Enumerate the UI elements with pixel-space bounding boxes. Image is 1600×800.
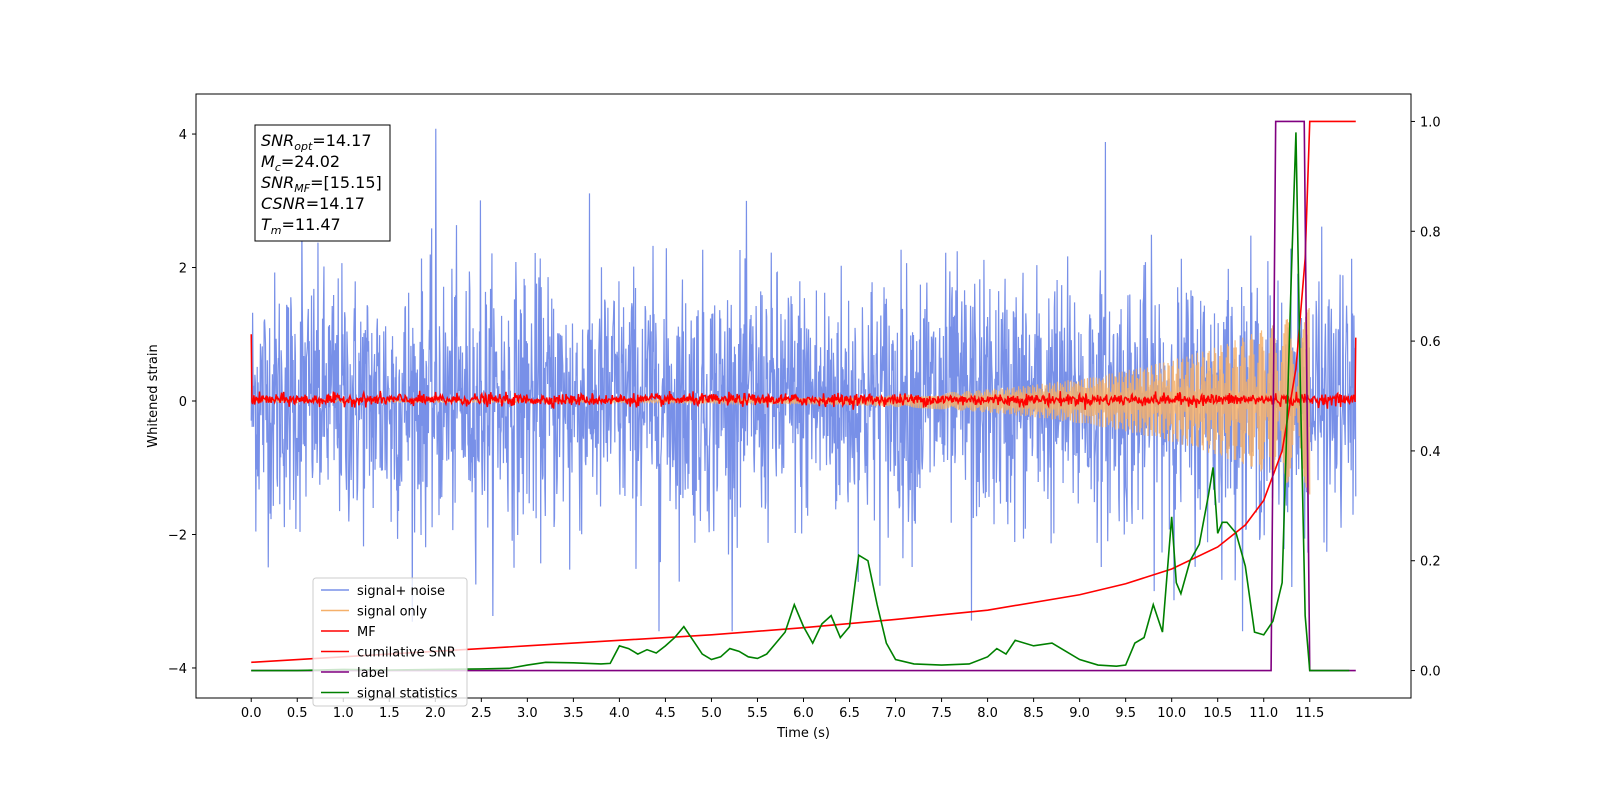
x-tick-label: 0.0 [241, 706, 262, 721]
y2-tick-label: 0.6 [1420, 335, 1441, 350]
info-box-row: SNRopt=14.17 [261, 131, 372, 153]
info-box-row: SNRMF=[15.15] [261, 173, 382, 195]
legend-entry-label: signal only [357, 605, 427, 620]
legend-entry-label: signal statistics [357, 687, 458, 702]
info-var-value: =14.17 [306, 194, 365, 213]
y2-tick-label: 0.2 [1420, 555, 1441, 570]
x-tick-label: 5.0 [701, 706, 722, 721]
x-tick-label: 7.0 [885, 706, 906, 721]
info-var-subscript: c [275, 161, 281, 174]
y-tick-label: 0 [179, 395, 187, 410]
info-var-name: SNR [261, 173, 294, 192]
info-var-name: CSNR [261, 194, 306, 213]
info-var-name: M [261, 152, 275, 171]
info-var-subscript: MF [294, 182, 310, 195]
y-tick-label: −4 [168, 662, 187, 677]
info-box: SNRopt=14.17Mc=24.02SNRMF=[15.15]CSNR=14… [254, 124, 391, 242]
info-box-frame [254, 124, 391, 242]
info-box-row: CSNR=14.17 [261, 194, 365, 213]
x-tick-label: 3.0 [517, 706, 538, 721]
x-tick-label: 1.5 [379, 706, 400, 721]
info-var-subscript: opt [294, 140, 313, 153]
y-axis-label: Whitened strain [146, 344, 161, 447]
x-tick-label: 9.5 [1115, 706, 1136, 721]
x-tick-label: 11.0 [1249, 706, 1278, 721]
series-signal-noise-line [250, 128, 1357, 632]
y-axis-left: −4 −2 0 2 4 [168, 128, 196, 677]
y-tick-label: −2 [168, 528, 187, 543]
info-box-row: Tm=11.47 [261, 215, 341, 237]
x-tick-label: 2.0 [425, 706, 446, 721]
y-axis-right: 0.0 0.2 0.4 0.6 0.8 1.0 [1411, 115, 1441, 680]
legend-frame [312, 577, 468, 707]
x-tick-label: 2.5 [471, 706, 492, 721]
y-tick-label: 2 [179, 262, 187, 277]
info-box-row: Mc=24.02 [261, 152, 340, 174]
info-var-value: =11.47 [282, 215, 341, 234]
info-var-value: =[15.15] [310, 173, 382, 192]
y-tick-label: 4 [179, 128, 187, 143]
legend: signal+ noise signal only MF cumilative SNR… [312, 577, 468, 707]
x-tick-label: 4.0 [609, 706, 630, 721]
info-var-value: =24.02 [281, 152, 340, 171]
x-tick-label: 10.5 [1203, 706, 1232, 721]
info-var-subscript: m [271, 224, 282, 237]
legend-entry-label: signal+ noise [357, 584, 445, 599]
x-tick-label: 1.0 [333, 706, 354, 721]
x-axis: 0.0 0.5 1.0 1.5 2.0 2.5 3.0 3.5 4.0 4.5 5.0 5.5 6.0 6… [241, 698, 1324, 721]
series-layer [250, 120, 1357, 672]
y2-tick-label: 1.0 [1420, 115, 1441, 130]
legend-entry-label: label [357, 666, 388, 681]
x-tick-label: 6.5 [839, 706, 860, 721]
legend-entry-label: cumilative SNR [357, 646, 456, 661]
x-tick-label: 4.5 [655, 706, 676, 721]
series-signal-statistics-line [251, 132, 1350, 672]
info-var-name: T [261, 215, 272, 234]
y2-tick-label: 0.8 [1420, 225, 1441, 240]
x-axis-label: Time (s) [776, 726, 830, 741]
x-tick-label: 3.5 [563, 706, 584, 721]
x-tick-label: 6.0 [793, 706, 814, 721]
x-tick-label: 11.5 [1295, 706, 1324, 721]
x-tick-label: 8.0 [977, 706, 998, 721]
x-tick-label: 9.0 [1069, 706, 1090, 721]
y2-tick-label: 0.4 [1420, 445, 1441, 460]
x-tick-label: 0.5 [287, 706, 308, 721]
legend-entry-label: MF [357, 625, 376, 640]
series-cumulative-snr-line [251, 120, 1356, 664]
info-var-name: SNR [261, 131, 294, 150]
x-tick-label: 10.0 [1157, 706, 1186, 721]
y2-tick-label: 0.0 [1420, 665, 1441, 680]
x-tick-label: 8.5 [1023, 706, 1044, 721]
x-tick-label: 5.5 [747, 706, 768, 721]
series-mf-line [250, 334, 1357, 410]
x-tick-label: 7.5 [931, 706, 952, 721]
info-var-value: =14.17 [312, 131, 371, 150]
